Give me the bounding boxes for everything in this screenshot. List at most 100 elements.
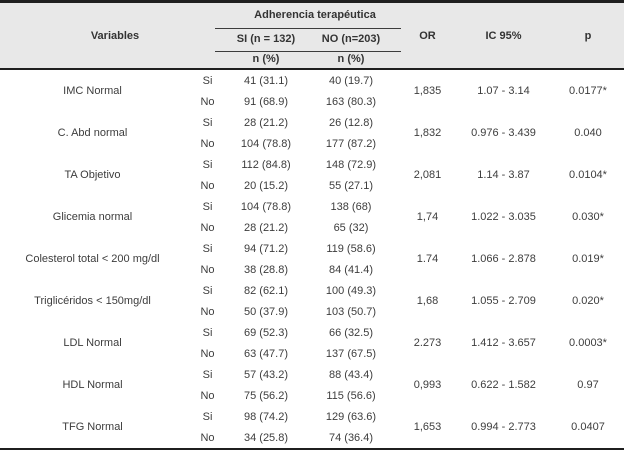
- value-si-group-si: 94 (71.2): [243, 242, 289, 255]
- adherencia-underline: [215, 28, 401, 29]
- confidence-interval-value: 0.976 - 3.439: [471, 127, 536, 139]
- confidence-interval-value: 1.066 - 2.878: [471, 253, 536, 265]
- si-sublabel: Si: [202, 410, 213, 423]
- value-no-group-no: 115 (56.6): [326, 389, 376, 402]
- value-si-group-no: 50 (37.9): [243, 305, 289, 318]
- odds-ratio-value: 1,68: [416, 295, 439, 307]
- value-si-group-si: 57 (43.2): [243, 368, 289, 381]
- variable-label: Colesterol total < 200 mg/dl: [25, 253, 160, 265]
- variable-label: LDL Normal: [63, 337, 122, 349]
- no-sublabel: No: [200, 179, 215, 192]
- value-no-group-si: 40 (19.7): [328, 74, 374, 87]
- odds-ratio-value: 0,993: [413, 379, 442, 391]
- value-no-group-no: 163 (80.3): [325, 95, 377, 108]
- header-p: p: [584, 29, 592, 42]
- p-value: 0.019*: [572, 253, 604, 265]
- si-sublabel: Si: [202, 368, 213, 381]
- value-no-group-no: 177 (87.2): [325, 137, 377, 150]
- p-value: 0.030*: [572, 211, 604, 223]
- p-value: 0.0104*: [569, 169, 607, 181]
- confidence-interval-value: 0.994 - 2.773: [471, 421, 536, 433]
- value-no-group-no: 84 (41.4): [328, 263, 374, 276]
- no-sublabel: No: [200, 431, 215, 444]
- odds-ratio-value: 1.74: [416, 253, 439, 265]
- si-sublabel: Si: [202, 116, 213, 129]
- value-no-group-si: 66 (32.5): [328, 326, 374, 339]
- si-sublabel: Si: [202, 74, 213, 87]
- value-no-group-no: 137 (67.5): [325, 347, 377, 360]
- confidence-interval-value: 1.022 - 3.035: [471, 211, 536, 223]
- confidence-interval-value: 1.14 - 3.87: [477, 169, 530, 181]
- value-no-group-no: 74 (36.4): [328, 431, 374, 444]
- header-si-group: SI (n = 132): [236, 32, 296, 45]
- si-sublabel: Si: [202, 326, 213, 339]
- value-no-group-si: 119 (58.6): [326, 242, 376, 255]
- value-si-group-no: 104 (78.8): [240, 137, 292, 150]
- value-si-group-no: 75 (56.2): [243, 389, 289, 402]
- variable-label: Triglicéridos < 150mg/dl: [34, 295, 151, 307]
- odds-ratio-value: 2.273: [413, 337, 442, 349]
- table-row: LDL Normal Si No 69 (52.3) 63 (47.7) 66 …: [0, 322, 624, 364]
- header-adherencia-terapeutica: Adherencia terapéutica: [254, 9, 376, 21]
- value-no-group-si: 129 (63.6): [325, 410, 377, 423]
- si-no-underline: [215, 51, 401, 52]
- odds-ratio-value: 1,835: [413, 85, 442, 97]
- header-ic95: IC 95%: [485, 29, 522, 42]
- si-sublabel: Si: [202, 242, 213, 255]
- confidence-interval-value: 1.412 - 3.657: [471, 337, 536, 349]
- no-sublabel: No: [200, 305, 215, 318]
- value-si-group-no: 38 (28.8): [243, 263, 289, 276]
- variable-label: Glicemia normal: [52, 211, 133, 223]
- p-value: 0.040: [574, 127, 602, 139]
- table-row: TFG Normal Si No 98 (74.2) 34 (25.8) 129…: [0, 406, 624, 448]
- table-row: IMC Normal Si No 41 (31.1) 91 (68.9) 40 …: [0, 70, 624, 112]
- table-header: Variables Adherencia terapéutica SI (n =…: [0, 3, 624, 68]
- value-no-group-si: 88 (43.4): [328, 368, 374, 381]
- table-row: Colesterol total < 200 mg/dl Si No 94 (7…: [0, 238, 624, 280]
- header-bottom-border: [0, 68, 624, 70]
- p-value: 0.97: [577, 379, 599, 391]
- p-value: 0.0003*: [569, 337, 607, 349]
- odds-ratio-value: 1,74: [416, 211, 439, 223]
- value-no-group-no: 65 (32): [333, 221, 369, 234]
- value-no-group-si: 26 (12.8): [328, 116, 374, 129]
- value-no-group-si: 148 (72.9): [325, 158, 377, 171]
- p-value: 0.0407: [571, 421, 605, 433]
- value-si-group-no: 34 (25.8): [243, 431, 289, 444]
- value-si-group-si: 41 (31.1): [243, 74, 289, 87]
- header-variables: Variables: [90, 29, 140, 42]
- value-no-group-si: 100 (49.3): [325, 284, 377, 297]
- value-si-group-si: 82 (62.1): [243, 284, 289, 297]
- si-sublabel: Si: [202, 158, 213, 171]
- header-n-pct-no: n (%): [337, 53, 365, 65]
- table-row: C. Abd normal Si No 28 (21.2) 104 (78.8)…: [0, 112, 624, 154]
- table-bottom-border: [0, 448, 624, 450]
- odds-ratio-value: 1,832: [413, 127, 442, 139]
- no-sublabel: No: [200, 137, 215, 150]
- p-value: 0.020*: [572, 295, 604, 307]
- variable-label: TFG Normal: [62, 421, 123, 433]
- value-si-group-no: 63 (47.7): [243, 347, 289, 360]
- si-sublabel: Si: [202, 284, 213, 297]
- value-si-group-no: 91 (68.9): [243, 95, 289, 108]
- no-sublabel: No: [200, 347, 215, 360]
- confidence-interval-value: 0.622 - 1.582: [471, 379, 536, 391]
- value-no-group-si: 138 (68): [330, 200, 372, 213]
- confidence-interval-value: 1.055 - 2.709: [471, 295, 536, 307]
- variable-label: C. Abd normal: [57, 127, 128, 139]
- value-si-group-si: 98 (74.2): [243, 410, 289, 423]
- header-n-pct-si: n (%): [252, 53, 280, 65]
- variable-label: HDL Normal: [62, 379, 123, 391]
- no-sublabel: No: [200, 263, 215, 276]
- no-sublabel: No: [200, 389, 215, 402]
- odds-ratio-value: 1,653: [413, 421, 442, 433]
- variable-label: TA Objetivo: [64, 169, 121, 181]
- p-value: 0.0177*: [569, 85, 607, 97]
- table-top-border: [0, 0, 624, 3]
- value-si-group-no: 28 (21.2): [243, 221, 289, 234]
- header-no-group: NO (n=203): [321, 32, 381, 45]
- table-body: IMC Normal Si No 41 (31.1) 91 (68.9) 40 …: [0, 70, 624, 448]
- value-si-group-si: 69 (52.3): [243, 326, 289, 339]
- value-no-group-no: 103 (50.7): [325, 305, 377, 318]
